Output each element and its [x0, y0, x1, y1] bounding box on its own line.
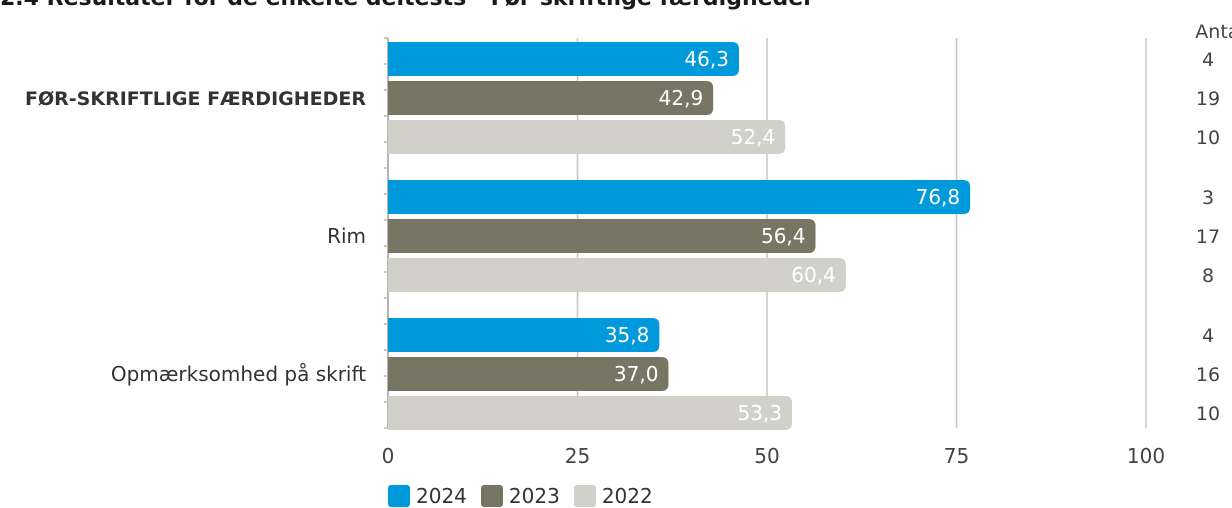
bar: [388, 120, 786, 154]
legend-item: 2022: [573, 484, 653, 508]
bar: [388, 318, 660, 352]
bar: [388, 42, 739, 76]
bar-value-label: 35,8: [605, 323, 650, 347]
x-tick-label: 25: [565, 444, 590, 468]
category-label: Rim: [327, 224, 366, 248]
bar: [388, 219, 816, 253]
bar-value-label: 42,9: [659, 86, 704, 110]
count-value: 19: [1196, 88, 1220, 110]
category-label: Opmærksomhed på skrift: [111, 362, 366, 386]
bar: [388, 396, 793, 430]
bar: [388, 180, 971, 214]
bar-value-label: 46,3: [684, 47, 729, 71]
count-value: 8: [1202, 265, 1214, 287]
legend: 2024 2023 2022: [388, 484, 667, 508]
legend-swatch: [480, 485, 503, 507]
legend-item: 2023: [480, 484, 560, 508]
category-label: FØR-SKRIFTLIGE FÆRDIGHEDER: [25, 88, 366, 110]
legend-item: 2024: [388, 484, 467, 508]
x-tick-label: 50: [754, 444, 779, 468]
legend-swatch: [573, 485, 596, 507]
legend-swatch: [388, 485, 410, 507]
count-header: Antal: [1195, 21, 1232, 43]
bar: [388, 258, 846, 292]
legend-label: 2023: [508, 484, 560, 508]
bar-value-label: 37,0: [614, 362, 659, 386]
bar: [388, 357, 669, 391]
count-value: 16: [1196, 364, 1220, 386]
bar: [388, 81, 714, 115]
count-value: 4: [1202, 49, 1214, 71]
x-tick-label: 0: [382, 444, 395, 468]
legend-label: 2022: [601, 484, 653, 508]
bar-value-label: 60,4: [791, 263, 836, 287]
bar-value-label: 56,4: [761, 224, 806, 248]
bar-value-label: 76,8: [916, 185, 961, 209]
chart-title: 2.4 Resultater for de enkelte deltests -…: [0, 0, 814, 11]
count-value: 3: [1202, 187, 1214, 209]
count-value: 4: [1202, 325, 1214, 347]
legend-label: 2024: [416, 484, 467, 508]
x-tick-label: 100: [1127, 444, 1165, 468]
bar-value-label: 52,4: [731, 125, 776, 149]
x-tick-label: 75: [944, 444, 969, 468]
count-value: 10: [1196, 403, 1220, 425]
count-value: 17: [1196, 226, 1220, 248]
bar-value-label: 53,3: [737, 401, 782, 425]
count-value: 10: [1196, 127, 1220, 149]
